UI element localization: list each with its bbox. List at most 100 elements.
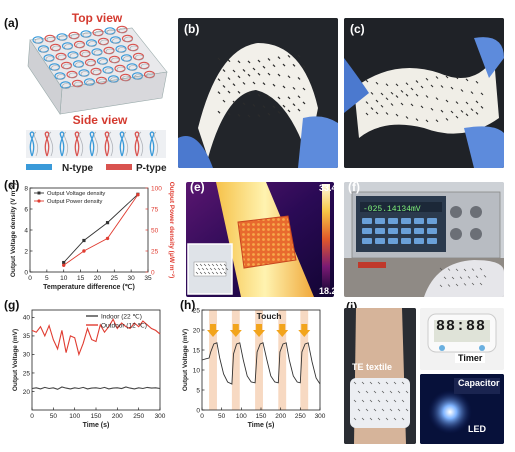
y-tick-label: 35 (23, 333, 31, 340)
thermal-scale-max: 33.4 (319, 183, 337, 193)
power-point (82, 249, 86, 253)
x-tick-label: 20 (94, 275, 102, 282)
power-point (136, 193, 140, 197)
y-tick-label: 25 (193, 307, 201, 314)
x-tick-label: 5 (45, 275, 49, 282)
x-tick-label: 200 (112, 413, 123, 420)
panel-label-a: (a) (4, 16, 19, 30)
x-tick-label: 300 (315, 413, 326, 420)
x-tick-label: 0 (28, 275, 32, 282)
panel-label-b: (b) (184, 22, 200, 36)
x-tick-label: 100 (69, 413, 80, 420)
power-point (62, 263, 66, 267)
multimeter-readout: -025.14134mV (363, 205, 421, 214)
thermal-scale-min: 18.2 (319, 286, 337, 296)
panel-label-g: (g) (4, 298, 20, 312)
voltage-point (82, 238, 86, 243)
x-tick-label: 250 (133, 413, 144, 420)
x-axis-label: Time (s) (83, 422, 110, 429)
x-tick-label: 0 (30, 413, 34, 420)
y-tick-label: 30 (23, 352, 31, 359)
x-tick-label: 10 (60, 275, 68, 282)
panel-label-d: (d) (4, 178, 20, 192)
x-tick-label: 35 (144, 275, 152, 282)
y-tick-label: 20 (23, 389, 31, 396)
series-power-line (63, 194, 139, 266)
x-tick-label: 250 (295, 413, 306, 420)
touch-arrow-icon (276, 324, 289, 337)
panel-label-h: (h) (180, 298, 196, 312)
y-tick-label: 15 (193, 347, 201, 354)
p-type-label: P-type (136, 163, 167, 174)
y-tick-label: 20 (193, 327, 201, 334)
legend-voltage-label: Output Voltage density (47, 191, 105, 197)
y-right-axis-label: Output Power density (μW m⁻²) (168, 182, 175, 279)
panel-label-f: (f) (348, 180, 360, 194)
side-view-title: Side view (73, 113, 128, 127)
panel-label-c: (c) (350, 22, 365, 36)
y-right-tick-label: 75 (151, 206, 159, 213)
photo-capacitor-led (420, 374, 504, 444)
y-right-tick-label: 50 (151, 227, 159, 234)
y-axis-label: Output Voltage (mV) (182, 329, 189, 391)
temperature-colorbar (322, 184, 330, 294)
y-axis-label: Output Voltage density (V m⁻²) (10, 183, 17, 277)
touch-arrow-icon (253, 324, 266, 337)
led-label: LED (468, 424, 486, 434)
voltage-point (105, 221, 110, 225)
capacitor-label: Capacitor (458, 378, 500, 388)
series-indoor-line (31, 386, 161, 390)
series-voltage-line (63, 193, 139, 263)
knit-top-illustration (27, 25, 168, 115)
chart-h-touch-response: 0 50 100 150 200 250 300 0 5 10 15 20 25 Time (s) Outp… (182, 307, 326, 429)
y-tick-label: 25 (23, 370, 31, 377)
series-outdoor-line (31, 318, 161, 357)
legend-voltage-marker (37, 191, 41, 195)
x-axis-label: Time (s) (248, 422, 275, 429)
x-tick-label: 100 (236, 413, 247, 420)
x-axis-label: Temperature difference (℃) (43, 283, 135, 291)
touch-interval-band (255, 310, 263, 410)
photo-wrist-textile (344, 308, 416, 444)
voltage-point (62, 260, 66, 265)
y-tick-label: 0 (24, 269, 28, 276)
touch-interval-band (278, 310, 287, 410)
x-tick-label: 50 (50, 413, 58, 420)
series-touch-voltage-line (201, 342, 321, 385)
legend-indoor-label: Indoor (22 ℃) (101, 314, 142, 321)
thermal-image (186, 182, 334, 297)
chart-g-indoor-outdoor: 0 50 100 150 200 250 300 20 25 30 35 40 Time (s) Outp… (12, 309, 166, 429)
n-type-label: N-type (62, 163, 94, 174)
x-tick-label: 25 (111, 275, 119, 282)
photo-twisted-textile (344, 18, 504, 168)
y-tick-label: 2 (24, 248, 28, 255)
x-tick-label: 0 (200, 413, 204, 420)
panel-label-i: (i) (346, 300, 358, 314)
y-tick-label: 6 (24, 206, 28, 213)
x-tick-label: 150 (256, 413, 267, 420)
y-right-tick-label: 0 (151, 269, 155, 276)
touch-arrow-icon (229, 324, 242, 337)
touch-annotation: Touch (257, 311, 282, 321)
photo-bent-textile (178, 18, 338, 168)
n-type-swatch (26, 164, 52, 170)
touch-interval-band (231, 310, 240, 410)
touch-interval-band (300, 310, 309, 410)
knit-side-illustration (26, 130, 166, 158)
touch-arrow-icon (298, 324, 311, 337)
x-tick-label: 200 (275, 413, 286, 420)
led-glow-icon (428, 390, 472, 434)
x-tick-label: 150 (91, 413, 102, 420)
y-right-tick-label: 100 (151, 185, 162, 192)
panel-label-e: (e) (190, 180, 205, 194)
p-type-swatch (106, 164, 132, 170)
te-textile-label: TE textile (352, 362, 393, 372)
x-tick-label: 300 (155, 413, 166, 420)
y-right-tick-label: 25 (151, 248, 159, 255)
photo-multimeter-setup (344, 182, 504, 297)
y-tick-label: 5 (196, 387, 200, 394)
y-tick-label: 4 (24, 227, 28, 234)
legend-outdoor-label: Outdoor (12 ℃) (101, 323, 147, 330)
x-tick-label: 50 (218, 413, 226, 420)
